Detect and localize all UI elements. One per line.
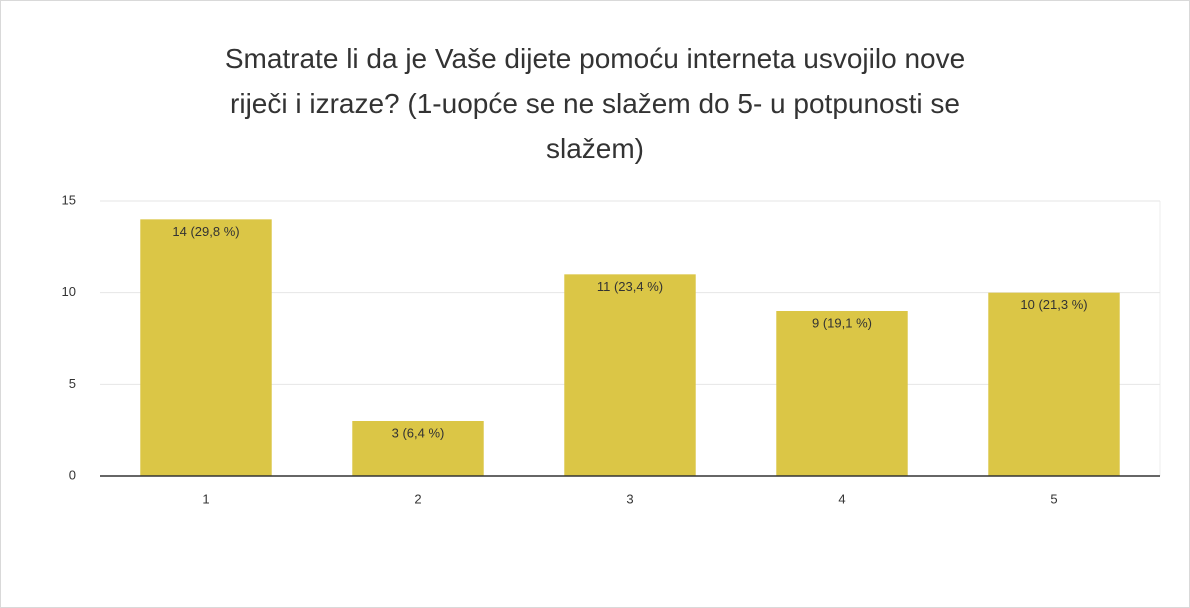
chart-title: Smatrate li da je Vaše dijete pomoću int… [224,43,966,164]
x-tick-label: 4 [838,491,845,506]
bar [352,421,484,476]
bar [776,311,908,476]
bar [564,274,696,476]
x-tick-label: 2 [414,491,421,506]
data-label: 14 (29,8 %) [172,224,239,239]
bar [988,292,1120,476]
data-label: 10 (21,3 %) [1020,297,1087,312]
data-label: 3 (6,4 %) [392,425,445,440]
bar [140,219,272,477]
x-tick-label: 1 [202,491,209,506]
x-tick-label: 3 [626,491,633,506]
data-label: 11 (23,4 %) [597,279,663,294]
y-tick-label: 15 [62,192,76,207]
data-label: 9 (19,1 %) [812,315,872,330]
y-tick-label: 0 [69,467,76,482]
x-tick-label: 5 [1050,491,1057,506]
y-tick-label: 5 [69,376,76,391]
y-tick-label: 10 [62,284,76,299]
